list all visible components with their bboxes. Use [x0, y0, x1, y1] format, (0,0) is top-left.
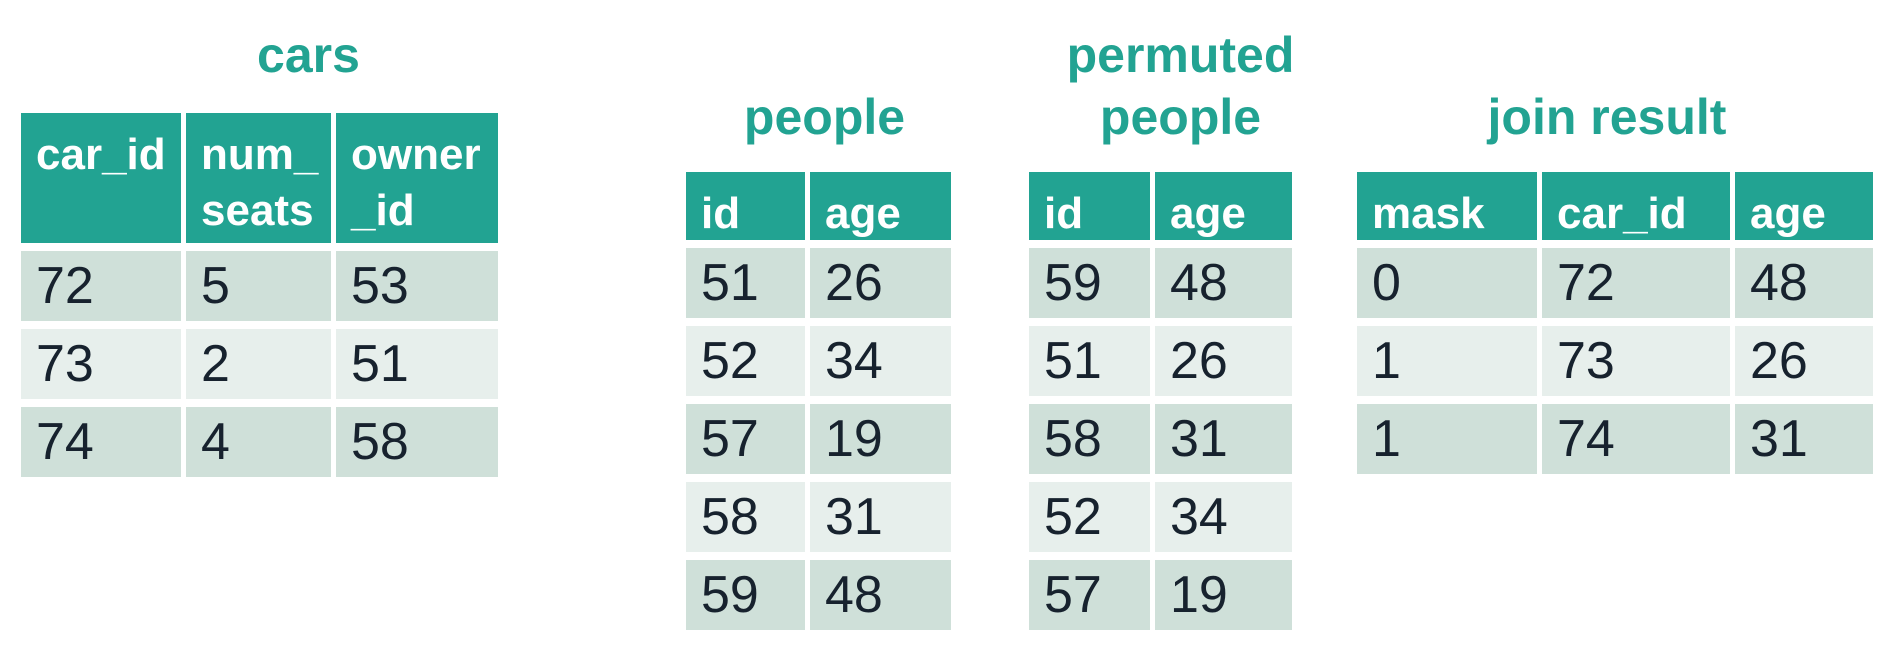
- column-header-mask: mask: [1357, 172, 1537, 240]
- permuted-people-table-title: permuted people: [1066, 27, 1295, 145]
- table-cell: 58: [336, 407, 498, 477]
- table-cell: 57: [686, 404, 805, 474]
- column-header-owner-id: owner _id: [336, 113, 498, 243]
- table-cell: 72: [21, 251, 181, 321]
- table-cell: 57: [1029, 560, 1150, 630]
- table-cell: 51: [1029, 326, 1150, 396]
- column-header-age: age: [1155, 172, 1292, 240]
- table-cell: 48: [810, 560, 951, 630]
- table-cell: 19: [1155, 560, 1292, 630]
- table-cell: 74: [21, 407, 181, 477]
- table-cell: 19: [810, 404, 951, 474]
- column-header-car-id: car_id: [21, 113, 181, 243]
- join-result-table-title: join result: [1487, 89, 1727, 145]
- table-cell: 1: [1357, 404, 1537, 474]
- table-cell: 1: [1357, 326, 1537, 396]
- table-cell: 31: [810, 482, 951, 552]
- table-cell: 52: [686, 326, 805, 396]
- table-cell: 74: [1542, 404, 1730, 474]
- column-header-num-seats: num_ seats: [186, 113, 331, 243]
- table-cell: 58: [1029, 404, 1150, 474]
- table-cell: 53: [336, 251, 498, 321]
- people-table-title: people: [743, 89, 906, 145]
- table-cell: 48: [1155, 248, 1292, 318]
- join-result-table-section: join result mask car_id age 0 72 48 1 73…: [1357, 0, 1873, 666]
- column-header-id: id: [1029, 172, 1150, 240]
- permuted-people-table: id age 59 48 51 26 58 31 52 34 57 19: [1029, 172, 1292, 630]
- join-result-table: mask car_id age 0 72 48 1 73 26 1 74 31: [1357, 172, 1873, 474]
- table-cell: 26: [810, 248, 951, 318]
- table-cell: 2: [186, 329, 331, 399]
- table-cell: 48: [1735, 248, 1873, 318]
- table-cell: 34: [810, 326, 951, 396]
- table-cell: 59: [686, 560, 805, 630]
- table-cell: 59: [1029, 248, 1150, 318]
- people-table-section: people id age 51 26 52 34 57 19 58 31 59…: [686, 0, 951, 666]
- column-header-id: id: [686, 172, 805, 240]
- column-header-car-id: car_id: [1542, 172, 1730, 240]
- people-table: id age 51 26 52 34 57 19 58 31 59 48: [686, 172, 951, 630]
- table-cell: 51: [686, 248, 805, 318]
- table-cell: 4: [186, 407, 331, 477]
- table-cell: 5: [186, 251, 331, 321]
- cars-table-section: cars car_id num_ seats owner _id 72 5 53…: [21, 0, 498, 666]
- table-cell: 58: [686, 482, 805, 552]
- column-header-age: age: [810, 172, 951, 240]
- table-cell: 31: [1735, 404, 1873, 474]
- column-header-age: age: [1735, 172, 1873, 240]
- cars-table: car_id num_ seats owner _id 72 5 53 73 2…: [21, 113, 498, 477]
- table-cell: 52: [1029, 482, 1150, 552]
- permuted-people-table-section: permuted people id age 59 48 51 26 58 31…: [1029, 0, 1294, 666]
- table-cell: 26: [1735, 326, 1873, 396]
- table-cell: 31: [1155, 404, 1292, 474]
- table-cell: 34: [1155, 482, 1292, 552]
- table-cell: 51: [336, 329, 498, 399]
- table-cell: 26: [1155, 326, 1292, 396]
- table-cell: 73: [21, 329, 181, 399]
- table-cell: 73: [1542, 326, 1730, 396]
- table-cell: 72: [1542, 248, 1730, 318]
- table-cell: 0: [1357, 248, 1537, 318]
- cars-table-title: cars: [257, 27, 360, 83]
